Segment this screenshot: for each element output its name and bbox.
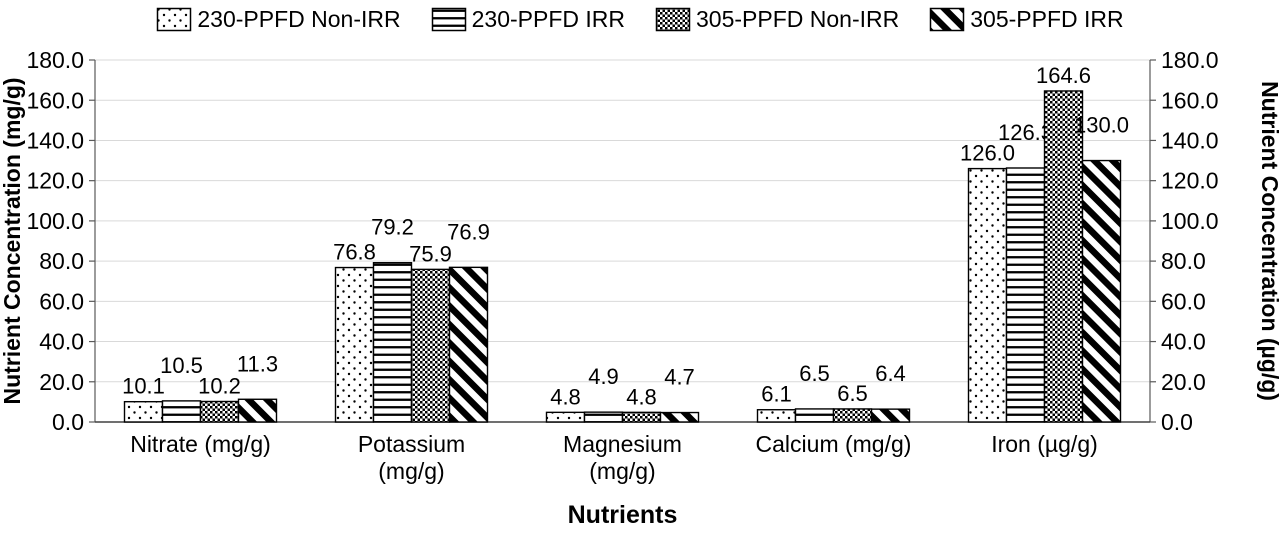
bar-chart: 0.0 0.0 20.0 20.0 40.0 40.0 60.0 60.0 80.0 80.0 10… <box>0 36 1280 532</box>
legend-swatch-dots-icon <box>157 7 192 31</box>
category-label: Nitrate (mg/g) <box>130 431 271 457</box>
bar-dots <box>756 409 797 423</box>
bar-value-label: 76.8 <box>333 240 376 265</box>
y-axis-title-right: Nutrient Concentration (µg/g) <box>1257 81 1280 401</box>
bar-hlines <box>794 408 835 423</box>
bar-dots <box>545 411 586 423</box>
bar-value-label: 11.3 <box>237 351 278 376</box>
y-tick-label-right: 40.0 <box>1161 329 1206 355</box>
y-tick-label-right: 140.0 <box>1161 127 1219 153</box>
bar-value-label: 6.5 <box>837 381 868 406</box>
y-tick-label-left: 0.0 <box>52 409 84 435</box>
bar-checker <box>199 400 240 423</box>
y-tick-label-left: 60.0 <box>39 288 84 314</box>
bar-diag <box>448 266 489 423</box>
bar-dots <box>123 400 164 423</box>
bar-dots <box>334 266 375 423</box>
bar-diag <box>870 408 911 423</box>
y-tick-label-right: 0.0 <box>1161 409 1193 435</box>
bar-hlines <box>161 400 202 423</box>
bar-value-label: 79.2 <box>371 215 414 240</box>
bar-diag <box>237 398 278 423</box>
y-tick-label-left: 100.0 <box>26 208 84 234</box>
y-axis-title-left: Nutrient Concentration (mg/g) <box>0 77 25 404</box>
bar-checker <box>410 268 451 423</box>
category-label: (mg/g) <box>378 458 444 484</box>
y-tick-label-right: 60.0 <box>1161 288 1206 314</box>
legend-item: 305-PPFD IRR <box>929 5 1124 33</box>
y-tick-label-right: 120.0 <box>1161 168 1219 194</box>
bar-value-label: 4.9 <box>588 364 619 389</box>
x-axis-title: Nutrients <box>568 501 678 529</box>
legend-label: 230-PPFD Non-IRR <box>197 5 401 32</box>
bar-checker <box>832 408 873 423</box>
bar-hlines <box>372 262 413 423</box>
y-tick-label-left: 20.0 <box>39 369 84 395</box>
bar-value-label: 76.9 <box>447 219 490 244</box>
y-tick-label-right: 80.0 <box>1161 248 1206 274</box>
bar-value-label: 4.8 <box>626 384 657 409</box>
category-label: (mg/g) <box>589 458 655 484</box>
category-label: Iron (µg/g) <box>991 431 1098 457</box>
bar-value-label: 6.1 <box>761 382 792 407</box>
legend-item: 230-PPFD IRR <box>431 6 625 33</box>
bar-diag <box>659 411 700 423</box>
y-tick-label-left: 160.0 <box>26 87 84 113</box>
y-tick-label-left: 140.0 <box>26 127 84 153</box>
category-label: Calcium (mg/g) <box>756 431 912 457</box>
bar-value-label: 4.7 <box>664 365 695 390</box>
legend-label: 230-PPFD IRR <box>471 5 625 32</box>
y-tick-label-left: 120.0 <box>26 168 84 194</box>
bar-value-label: 130.0 <box>1074 113 1129 138</box>
legend-label: 305-PPFD Non-IRR <box>696 5 900 32</box>
chart-legend: 230-PPFD Non-IRR 230-PPFD IRR 305-PPFD Non… <box>0 2 1280 36</box>
bar-value-label: 126.0 <box>960 141 1015 166</box>
category-label: Magnesium <box>563 431 682 457</box>
bar-hlines <box>583 411 624 423</box>
bar-chart-svg: 0.0 0.0 20.0 20.0 40.0 40.0 60.0 60.0 80.0 80.0 10… <box>0 47 1280 529</box>
bar-checker <box>621 411 662 423</box>
y-tick-label-left: 80.0 <box>39 248 84 274</box>
legend-swatch-hlines-icon <box>431 7 466 31</box>
category-label: Potassium <box>358 431 465 457</box>
bar-checker <box>1043 90 1084 423</box>
bar-value-label: 4.8 <box>550 384 581 409</box>
bar-value-label: 6.5 <box>799 361 830 386</box>
legend-item: 305-PPFD Non-IRR <box>655 6 899 33</box>
bar-value-label: 164.6 <box>1036 63 1091 88</box>
y-tick-label-right: 160.0 <box>1161 87 1219 113</box>
legend-swatch-diag-icon <box>929 7 965 31</box>
legend-swatch-checker-icon <box>655 7 691 31</box>
y-tick-label-right: 180.0 <box>1161 47 1219 73</box>
y-tick-label-right: 20.0 <box>1161 369 1206 395</box>
bar-diag <box>1081 159 1122 423</box>
bar-hlines <box>1005 167 1046 423</box>
y-tick-label-right: 100.0 <box>1161 208 1219 234</box>
bar-value-label: 6.4 <box>875 361 906 386</box>
legend-label: 305-PPFD IRR <box>970 5 1124 32</box>
bar-value-label: 10.1 <box>122 374 165 399</box>
y-tick-label-left: 40.0 <box>39 329 84 355</box>
legend-item: 230-PPFD Non-IRR <box>156 5 401 33</box>
bar-dots <box>967 167 1008 423</box>
bar-value-label: 10.2 <box>198 373 241 398</box>
bar-value-label: 75.9 <box>409 241 452 266</box>
y-tick-label-left: 180.0 <box>26 47 84 73</box>
bar-value-label: 10.5 <box>160 353 203 378</box>
